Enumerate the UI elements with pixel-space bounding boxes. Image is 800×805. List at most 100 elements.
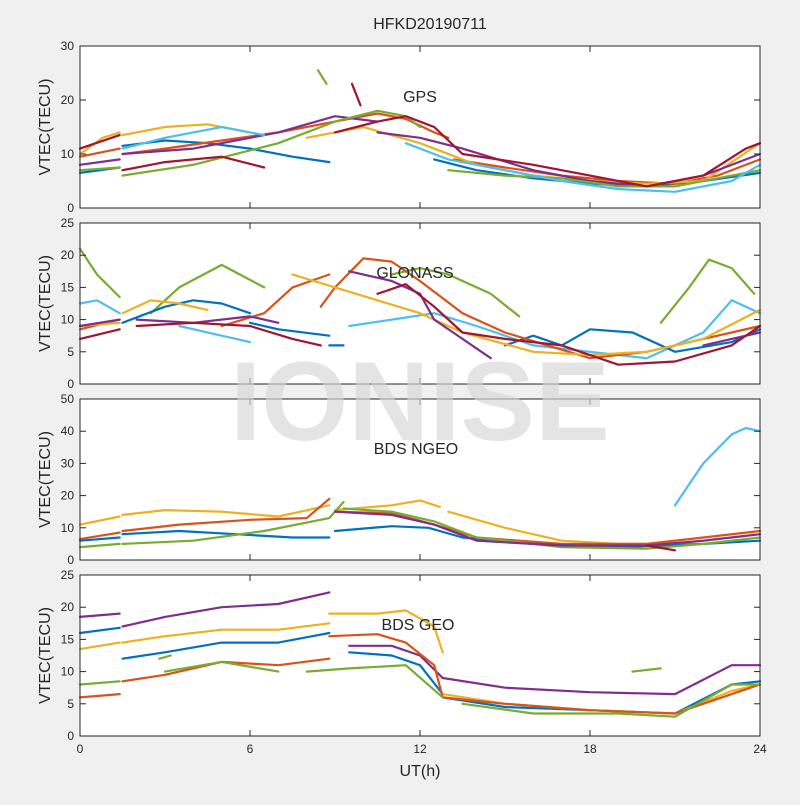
y-axis-label: VTEC(TECU)	[37, 255, 54, 352]
panel-label: BDS GEO	[382, 617, 455, 634]
series-line	[121, 125, 266, 150]
series-line	[135, 315, 280, 324]
y-tick-label: 25	[61, 568, 75, 582]
series-line	[121, 299, 252, 324]
y-tick-label: 5	[67, 345, 74, 359]
y-tick-label: 5	[67, 697, 74, 711]
series-line	[702, 331, 762, 347]
y-tick-label: 20	[61, 248, 75, 262]
series-line	[316, 69, 328, 85]
panel-glonass: 0 5 10 15 20 25 VTEC(TECU) GLONASS	[37, 216, 762, 391]
series-line	[121, 504, 331, 518]
y-tick-label: 0	[67, 201, 74, 215]
series-line	[447, 169, 762, 188]
series-line	[645, 544, 677, 552]
y-axis-label: VTEC(TECU)	[37, 431, 54, 528]
series-line	[248, 321, 331, 337]
panel-bds-geo: 0 5 10 15 20 25 VTEC(TECU) BDS GEO	[37, 568, 762, 743]
series-line	[78, 158, 121, 166]
series-line	[78, 542, 121, 549]
series-line	[78, 612, 121, 619]
series-line	[291, 273, 762, 357]
watermark: IONISE	[230, 339, 610, 464]
series-line	[78, 318, 121, 328]
y-tick-label: 25	[61, 216, 75, 230]
series-line	[333, 499, 441, 512]
series-line	[333, 510, 762, 546]
series-line	[350, 82, 362, 107]
series-line	[348, 644, 444, 680]
series-line	[121, 500, 345, 546]
y-tick-label: 30	[61, 456, 75, 470]
series-line	[163, 660, 280, 673]
series-line	[78, 166, 121, 172]
y-tick-label: 40	[61, 424, 75, 438]
series-line	[178, 324, 252, 344]
series-line	[78, 247, 121, 299]
x-tick-label: 24	[753, 742, 767, 756]
series-line	[78, 641, 121, 651]
series-line	[673, 426, 762, 507]
series-line	[390, 267, 521, 318]
series-line	[78, 515, 121, 526]
y-tick-label: 10	[61, 521, 75, 535]
x-tick-label: 6	[247, 742, 254, 756]
series-line	[441, 664, 762, 696]
series-line	[305, 664, 444, 699]
y-tick-label: 15	[61, 280, 75, 294]
series-line	[333, 115, 762, 188]
series-line	[78, 536, 121, 542]
plot-area	[80, 399, 760, 560]
series-line	[659, 258, 756, 324]
series-line	[121, 139, 331, 164]
series-line	[333, 510, 762, 547]
x-axis-label: UT(h)	[400, 763, 441, 780]
series-line	[121, 299, 209, 315]
series-line	[121, 497, 331, 533]
y-tick-label: 0	[67, 377, 74, 391]
series-line	[135, 321, 322, 347]
y-tick-label: 10	[61, 147, 75, 161]
series-line	[328, 609, 444, 654]
series-line	[503, 328, 762, 353]
y-tick-label: 50	[61, 392, 75, 406]
panel-label: BDS NGEO	[374, 441, 458, 458]
panel-gps: 0 10 20 30 VTEC(TECU) GPS	[37, 39, 762, 215]
series-line	[348, 270, 492, 360]
panel-label: GLONASS	[376, 265, 453, 282]
series-line	[78, 328, 121, 340]
series-line	[461, 683, 762, 718]
series-line	[121, 591, 331, 628]
y-tick-label: 20	[61, 600, 75, 614]
figure-title: HFKD20190711	[373, 16, 487, 33]
y-tick-label: 20	[61, 93, 75, 107]
series-line	[78, 680, 121, 686]
series-line	[78, 692, 121, 699]
y-tick-label: 0	[67, 729, 74, 743]
series-line	[78, 531, 121, 541]
y-tick-label: 15	[61, 632, 75, 646]
series-line	[441, 683, 762, 715]
x-tick-label: 18	[583, 742, 597, 756]
series-line	[348, 651, 444, 696]
y-axis-label: VTEC(TECU)	[37, 79, 54, 176]
series-line	[121, 155, 266, 172]
x-tick-label: 0	[77, 742, 84, 756]
series-line	[328, 633, 444, 699]
y-tick-label: 10	[61, 313, 75, 327]
y-tick-label: 0	[67, 553, 74, 567]
x-tick-label: 12	[413, 742, 427, 756]
series-line	[121, 622, 331, 644]
series-line	[78, 134, 121, 150]
y-tick-label: 20	[61, 489, 75, 503]
series-line	[78, 131, 121, 156]
panel-bds-ngeo: 0 10 20 30 40 50 VTEC(TECU) BDS NGEO	[37, 392, 762, 567]
series-line	[78, 626, 121, 635]
series-line	[158, 654, 172, 660]
panel-label: GPS	[403, 89, 437, 106]
y-axis-label: VTEC(TECU)	[37, 607, 54, 704]
y-tick-label: 10	[61, 665, 75, 679]
series-line	[121, 631, 331, 660]
series-line	[376, 283, 762, 366]
